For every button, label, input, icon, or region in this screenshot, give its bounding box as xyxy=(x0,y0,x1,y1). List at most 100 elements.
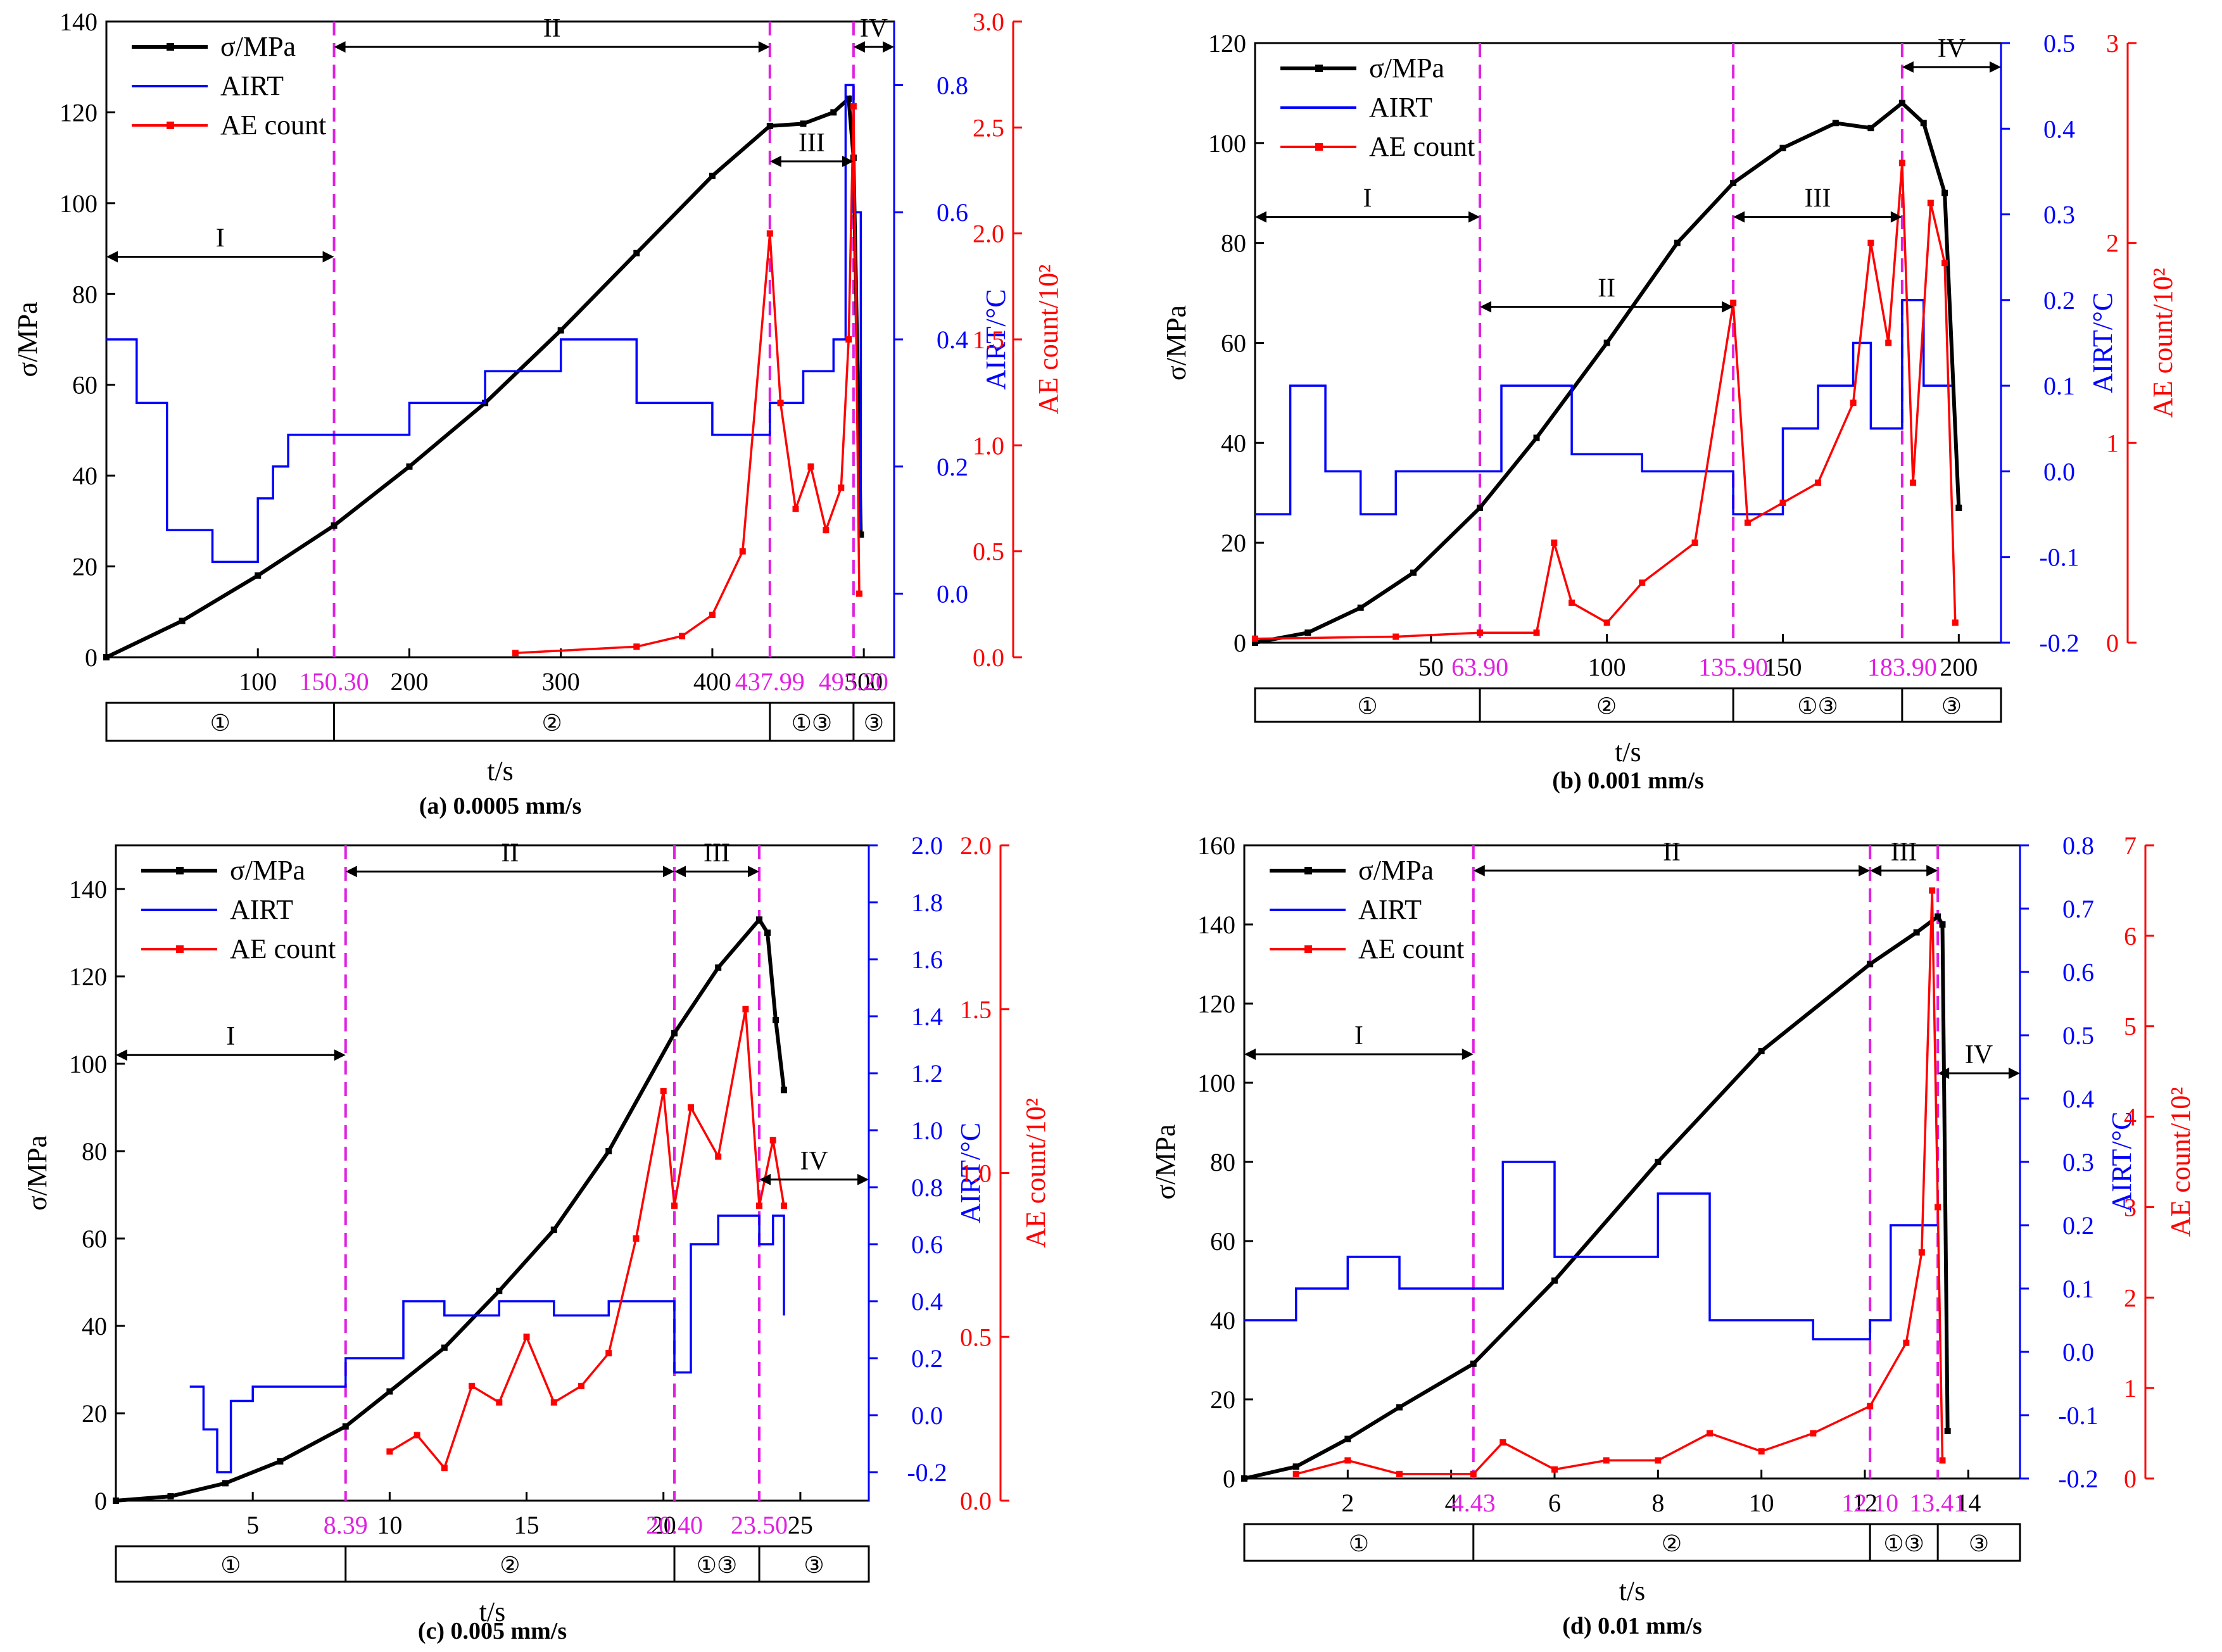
air-axis-label: AIRT/°C xyxy=(2087,293,2118,393)
data-point-stress xyxy=(772,1017,779,1023)
data-point-ae-count xyxy=(1941,260,1948,267)
data-point-stress xyxy=(845,95,852,102)
zone-bar xyxy=(1243,1523,2021,1562)
data-point-ae-count xyxy=(1910,479,1917,486)
x-tick-label: 12 xyxy=(1852,1489,1878,1517)
x-tick-label: 400 xyxy=(693,667,731,696)
ae-tick-label: 0 xyxy=(2124,1465,2137,1493)
arrow-head-right xyxy=(334,1049,346,1061)
panel-caption: (c) 0.005 mm/s xyxy=(418,1618,567,1644)
y-left-tick-label: 100 xyxy=(1208,129,1246,158)
air-tick-label: 0.8 xyxy=(911,1173,943,1202)
data-point-ae-count xyxy=(739,548,746,555)
y-left-tick-label: 60 xyxy=(72,371,98,400)
data-point-ae-count xyxy=(1691,539,1698,546)
data-point-ae-count xyxy=(1939,1457,1946,1464)
y-left-tick-label: 80 xyxy=(82,1137,107,1166)
stage-divider-label: 183.90 xyxy=(1867,653,1937,681)
legend-swatch-marker xyxy=(1304,945,1312,953)
data-point-stress xyxy=(1867,125,1874,132)
legend-swatch-marker xyxy=(167,122,174,129)
data-point-ae-count xyxy=(1744,519,1751,526)
data-point-stress xyxy=(1779,144,1786,151)
legend-label: σ/MPa xyxy=(230,855,305,886)
x-tick-label: 6 xyxy=(1548,1489,1561,1517)
air-tick-label: 0.8 xyxy=(937,71,968,99)
panel-caption: (b) 0.001 mm/s xyxy=(1552,767,1704,794)
x-axis-label: t/s xyxy=(1619,1575,1646,1606)
ae-tick-label: 3 xyxy=(2106,29,2119,58)
stage-label: III xyxy=(1805,184,1831,213)
data-point-ae-count xyxy=(838,484,845,491)
data-point-stress xyxy=(1832,120,1839,127)
x-axis-label: t/s xyxy=(487,755,514,786)
air-tick-label: 1.8 xyxy=(911,888,943,917)
data-point-stress xyxy=(671,1030,678,1037)
data-point-stress xyxy=(766,122,773,129)
arrow-head-right xyxy=(842,155,854,167)
y-left-tick-label: 60 xyxy=(82,1225,107,1253)
data-point-ae-count xyxy=(413,1432,420,1439)
ae-tick-label: 1 xyxy=(2124,1374,2137,1403)
data-point-stress xyxy=(1470,1360,1477,1367)
stage-label: III xyxy=(799,129,825,158)
data-point-stress xyxy=(1551,1277,1558,1284)
zone-label: ①③ xyxy=(1883,1531,1924,1556)
data-point-ae-count xyxy=(1533,629,1540,636)
data-point-ae-count xyxy=(605,1350,612,1357)
data-point-ae-count xyxy=(512,650,519,657)
stage-divider-label: 437.99 xyxy=(735,667,805,696)
ae-tick-label: 0.5 xyxy=(973,538,1004,566)
data-point-ae-count xyxy=(1779,500,1786,507)
zone-label: ① xyxy=(1349,1531,1369,1556)
data-point-ae-count xyxy=(1867,1403,1874,1409)
zone-label: ①③ xyxy=(1797,694,1838,719)
ae-tick-label: 3.0 xyxy=(973,8,1004,36)
data-point-stress xyxy=(830,109,837,116)
arrow-head-left xyxy=(345,866,357,878)
legend-label: AIRT xyxy=(1358,894,1422,925)
stage-label: II xyxy=(501,838,519,867)
ae-tick-label: 6 xyxy=(2124,922,2137,950)
zone-label: ③ xyxy=(804,1553,824,1578)
stage-divider-label: 8.39 xyxy=(324,1511,368,1539)
arrow-head-right xyxy=(1926,865,1938,876)
arrow-head-left xyxy=(116,1049,127,1061)
data-point-ae-count xyxy=(660,1088,667,1095)
data-point-stress xyxy=(255,572,262,579)
data-point-ae-count xyxy=(1655,1457,1662,1464)
data-point-ae-count xyxy=(1898,160,1905,167)
arrow-head-right xyxy=(322,251,334,263)
air-tick-label: -0.2 xyxy=(907,1458,947,1487)
y-left-tick-label: 120 xyxy=(1197,990,1235,1018)
x-tick-label: 200 xyxy=(390,667,428,696)
data-point-ae-count xyxy=(1758,1448,1765,1455)
data-point-ae-count xyxy=(855,590,862,597)
legend-swatch-marker xyxy=(176,945,184,953)
chart-panel-2: 5 10 15 20 25 0 20 40 60 80 100 120 140 σ/MPa -0.2 0.0 0… xyxy=(22,831,1051,1644)
arrow-head-left xyxy=(853,41,865,53)
arrow-head-right xyxy=(857,1173,869,1185)
data-point-ae-count xyxy=(1903,1339,1910,1346)
arrow-head-left xyxy=(1902,61,1914,73)
stage-label: III xyxy=(1891,838,1917,867)
zone-label: ② xyxy=(500,1553,520,1578)
data-point-ae-count xyxy=(1603,619,1610,626)
stage-label: I xyxy=(226,1022,235,1051)
arrow-head-right xyxy=(1990,61,2001,73)
stage-divider-label: 135.90 xyxy=(1698,653,1768,681)
data-point-ae-count xyxy=(1850,400,1857,407)
legend-label: AE count xyxy=(230,933,336,964)
data-point-ae-count xyxy=(1551,539,1558,546)
data-point-stress xyxy=(1292,1463,1299,1470)
data-point-ae-count xyxy=(469,1382,476,1389)
stage-label: II xyxy=(1663,838,1681,867)
data-point-stress xyxy=(1941,189,1948,196)
air-tick-label: 0.7 xyxy=(2062,895,2094,923)
arrow-head-left xyxy=(106,251,118,263)
arrow-head-right xyxy=(748,866,760,878)
air-tick-label: 1.2 xyxy=(911,1059,943,1088)
data-point-ae-count xyxy=(1392,633,1399,640)
arrow-head-right xyxy=(1461,1049,1474,1060)
